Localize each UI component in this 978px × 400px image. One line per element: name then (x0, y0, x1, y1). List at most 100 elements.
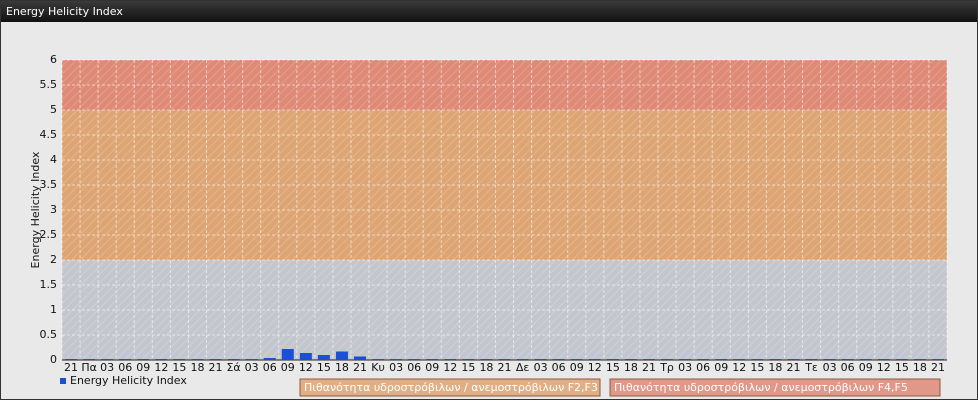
bar (498, 359, 511, 360)
bar (408, 359, 421, 360)
x-tick-label: Κυ (371, 361, 385, 374)
x-tick-label: 03 (534, 361, 548, 374)
panel-header: Energy Helicity Index (1, 1, 977, 22)
bar (281, 349, 294, 360)
x-tick-label: 21 (642, 361, 656, 374)
bar (390, 359, 403, 360)
x-tick-label: 03 (823, 361, 837, 374)
x-tick-label: 09 (714, 361, 728, 374)
x-tick-label: 21 (353, 361, 367, 374)
bar (588, 359, 601, 360)
legend-swatch (60, 378, 66, 384)
bar (137, 359, 150, 360)
bar (245, 359, 258, 360)
x-tick-label: 09 (859, 361, 873, 374)
x-tick-label: 09 (136, 361, 150, 374)
y-tick-label: 6 (50, 53, 57, 66)
bar (101, 359, 114, 360)
x-tick-label: 06 (552, 361, 566, 374)
x-tick-label: 21 (209, 361, 223, 374)
x-tick-label: Σά (226, 361, 240, 374)
bar (372, 359, 385, 360)
bar (895, 359, 908, 360)
band-legend-label: Πιθανότητα υδροστρόβιλων / ανεμοστρόβιλω… (614, 381, 908, 394)
bar (661, 359, 674, 360)
x-tick-label: 09 (281, 361, 295, 374)
y-tick-label: 2.5 (40, 228, 58, 241)
x-tick-label: 12 (299, 361, 313, 374)
y-tick-label: 0.5 (40, 328, 58, 341)
x-tick-label: 06 (263, 361, 277, 374)
x-tick-label: 15 (750, 361, 764, 374)
x-tick-label: 12 (588, 361, 602, 374)
x-tick-label: 12 (443, 361, 457, 374)
bar (931, 359, 944, 360)
y-tick-label: 4 (50, 153, 57, 166)
x-tick-label: 06 (407, 361, 421, 374)
x-tick-label: 18 (190, 361, 204, 374)
band-legend-box (609, 378, 941, 397)
x-tick-label: 21 (931, 361, 945, 374)
x-tick-label: 21 (786, 361, 800, 374)
bar (426, 359, 439, 360)
x-tick-label: 12 (732, 361, 746, 374)
bar (83, 359, 96, 360)
bar (751, 359, 764, 360)
x-tick-label: Τε (804, 361, 818, 374)
x-tick-label: 06 (696, 361, 710, 374)
x-tick-label: 18 (913, 361, 927, 374)
bar (444, 359, 457, 360)
bar (823, 359, 836, 360)
bar (534, 359, 547, 360)
x-tick-label: 18 (624, 361, 638, 374)
bar (317, 355, 330, 360)
x-tick-label: 03 (245, 361, 259, 374)
x-tick-label: 03 (100, 361, 114, 374)
x-tick-label: 09 (570, 361, 584, 374)
bar (679, 359, 692, 360)
y-axis-label: Energy Helicity Index (29, 151, 42, 268)
bar (913, 359, 926, 360)
bar (209, 359, 222, 360)
x-tick-label: 06 (841, 361, 855, 374)
bar (715, 359, 728, 360)
x-tick-label: 03 (389, 361, 403, 374)
x-tick-label: 21 (498, 361, 512, 374)
bar (335, 351, 348, 360)
bar (841, 359, 854, 360)
y-tick-label: 1.5 (40, 278, 58, 291)
bar (191, 359, 204, 360)
bar (805, 359, 818, 360)
bar (877, 359, 890, 360)
x-tick-label: 18 (335, 361, 349, 374)
x-tick-label: 09 (425, 361, 439, 374)
bar (480, 359, 493, 360)
y-tick-label: 5 (50, 103, 57, 116)
x-tick-label: Πα (81, 361, 97, 374)
x-tick-label: 15 (172, 361, 186, 374)
bar (769, 359, 782, 360)
bar (227, 359, 240, 360)
y-tick-label: 5.5 (40, 78, 58, 91)
x-tick-label: 15 (606, 361, 620, 374)
bar (606, 359, 619, 360)
x-tick-label: 15 (317, 361, 331, 374)
band-legend-label: Πιθανότητα υδροστρόβιλων / ανεμοστρόβιλω… (304, 381, 598, 394)
x-tick-label: 18 (479, 361, 493, 374)
y-tick-label: 0 (50, 353, 57, 366)
bar (119, 359, 132, 360)
y-tick-label: 1 (50, 303, 57, 316)
bar (299, 353, 312, 360)
y-tick-label: 3 (50, 203, 57, 216)
legend-label: Energy Helicity Index (70, 374, 187, 387)
x-tick-label: 18 (768, 361, 782, 374)
bar (516, 359, 529, 360)
x-tick-label: Δε (516, 361, 530, 374)
x-tick-label: 12 (154, 361, 168, 374)
x-tick-label: 03 (678, 361, 692, 374)
bar (697, 359, 710, 360)
x-tick-label: Τρ (659, 361, 674, 374)
bar (859, 359, 872, 360)
x-tick-label: 12 (877, 361, 891, 374)
